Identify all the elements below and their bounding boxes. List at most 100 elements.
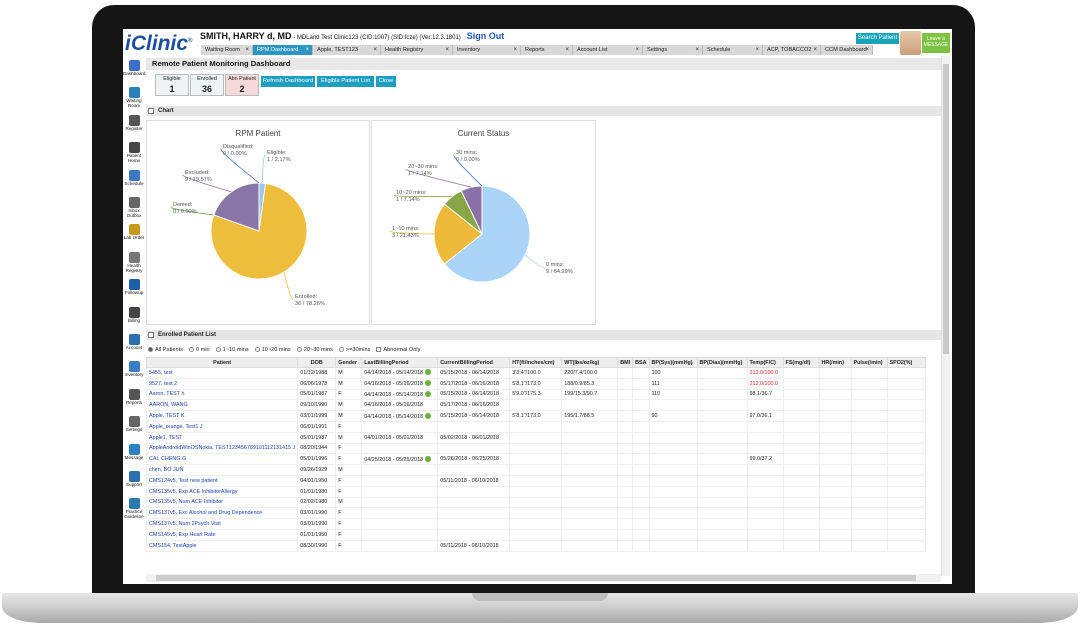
- sidebar-item-5[interactable]: Inbox Outbox: [123, 197, 145, 221]
- sidebar-item-3[interactable]: Patient Home: [123, 142, 145, 166]
- eligible-patient-list-button[interactable]: Eligible Patient List: [317, 76, 374, 87]
- patient-name-link[interactable]: CMS137v5, Exc Alcohol and Drug Dependenc…: [145, 507, 299, 520]
- tab-1[interactable]: RPM Dashboard ×: [253, 45, 313, 55]
- patient-name-link[interactable]: AARON, WANG: [145, 399, 299, 412]
- abn-patient-counter[interactable]: Abn Patient 2: [225, 74, 259, 96]
- patient-name-link[interactable]: chen, BO JUN: [145, 464, 299, 476]
- filter-option-2[interactable]: 1~10 mins: [215, 347, 249, 353]
- close-tab-icon[interactable]: ×: [305, 47, 309, 53]
- leave-message-button[interactable]: Leave a MESSAGE: [922, 33, 950, 53]
- patient-name-link[interactable]: 5455, test: [145, 367, 299, 379]
- sidebar-item-6[interactable]: Lab Order: [123, 224, 145, 248]
- column-header[interactable]: BP(Sys)(mmHg): [648, 357, 698, 368]
- scroll-thumb[interactable]: [943, 64, 949, 354]
- table-row[interactable]: chen, BO JUN 09/26/1929 M: [145, 464, 926, 476]
- column-header[interactable]: BMI: [617, 357, 634, 368]
- column-header[interactable]: Patient: [145, 357, 299, 368]
- sidebar-item-11[interactable]: Inventory: [123, 361, 145, 385]
- table-row[interactable]: Apple, TEST K 03/01/1999 M 04/14/2018 - 05/…: [145, 410, 926, 422]
- tab-10[interactable]: CCM Dashboard ×: [821, 45, 873, 55]
- table-row[interactable]: Apple_orange, Test1 J 06/01/1991 F: [145, 420, 926, 433]
- tab-3[interactable]: Health Registry ×: [381, 45, 453, 55]
- tab-4[interactable]: Inventory ×: [453, 45, 521, 55]
- checkbox-icon[interactable]: [376, 347, 382, 352]
- patient-name-link[interactable]: CMS145v5, Exp Heart Rate: [145, 528, 299, 541]
- collapse-icon[interactable]: [148, 332, 154, 338]
- table-row[interactable]: CMS137v5, Num 2Psych Visit 03/01/1990 F: [145, 518, 926, 530]
- filter-option-3[interactable]: 10~20 mins: [254, 347, 291, 353]
- column-header[interactable]: LastBillingPeriod: [361, 357, 439, 368]
- table-row[interactable]: CMS145v5, Exp Heart Rate 01/01/1950 F: [145, 528, 926, 541]
- search-patient-button[interactable]: Search Patient: [856, 33, 899, 44]
- radio-icon[interactable]: [296, 347, 302, 352]
- tab-7[interactable]: Settings ×: [643, 45, 703, 55]
- sidebar-item-16[interactable]: Practice Guideline: [123, 498, 145, 522]
- column-header[interactable]: DOB: [297, 357, 337, 368]
- table-row[interactable]: CMS137v5, Exc Alcohol and Drug Dependenc…: [145, 507, 926, 520]
- sidebar-item-0[interactable]: Dashboard: [123, 60, 145, 84]
- table-row[interactable]: 5455, test 01/12/1988 M 04/14/2018 - 05/14/…: [145, 367, 926, 379]
- table-row[interactable]: AppleAndroidWinOSNokia, TEST123456789101…: [145, 442, 926, 455]
- tab-9[interactable]: ACP, TOBACCO2 ×: [763, 45, 821, 55]
- tab-8[interactable]: Schedule ×: [703, 45, 763, 55]
- patient-name-link[interactable]: CMS154, TestApple: [145, 539, 299, 552]
- sidebar-item-10[interactable]: Account: [123, 334, 145, 358]
- patient-name-link[interactable]: CMS135v5, Num ACE Inhibitor: [145, 496, 299, 509]
- close-tab-icon[interactable]: ×: [865, 47, 869, 53]
- filter-option-6[interactable]: Abnormal Only: [376, 347, 420, 353]
- close-tab-icon[interactable]: ×: [695, 47, 699, 53]
- vertical-scrollbar[interactable]: [941, 56, 950, 576]
- patient-name-link[interactable]: CMS135v5, Exp ACE InhibitorAllergy: [145, 485, 299, 498]
- close-button[interactable]: Close: [376, 76, 396, 87]
- filter-option-0[interactable]: All Patients: [148, 347, 183, 353]
- radio-icon[interactable]: [215, 347, 221, 352]
- radio-icon[interactable]: [254, 347, 260, 352]
- tab-5[interactable]: Reports ×: [521, 45, 573, 55]
- radio-icon[interactable]: [188, 347, 194, 352]
- column-header[interactable]: CurrentBillingPeriod: [437, 357, 511, 368]
- patient-name-link[interactable]: CAI, CHENG G: [145, 453, 299, 466]
- column-header[interactable]: SPO2(%): [886, 357, 926, 368]
- close-tab-icon[interactable]: ×: [373, 47, 377, 53]
- column-header[interactable]: HT(ft/inches/cm): [509, 357, 563, 368]
- radio-icon[interactable]: [148, 347, 153, 352]
- column-header[interactable]: HR(/min): [818, 357, 852, 368]
- patient-name-link[interactable]: AppleAndroidWinOSNokia, TEST123456789101…: [145, 442, 299, 455]
- sign-out-link[interactable]: Sign Out: [466, 31, 505, 41]
- close-tab-icon[interactable]: ×: [813, 47, 817, 53]
- column-header[interactable]: BP(Dias)(mmHg): [696, 357, 748, 368]
- sidebar-item-9[interactable]: Billing: [123, 306, 145, 331]
- close-tab-icon[interactable]: ×: [445, 47, 449, 53]
- close-tab-icon[interactable]: ×: [755, 47, 759, 53]
- filter-option-4[interactable]: 20~30 mins: [296, 347, 333, 353]
- filter-option-1[interactable]: 0 min: [188, 347, 210, 353]
- table-row[interactable]: AARON, WANG 09/10/1990 M 04/16/2018 - 05/16…: [145, 399, 926, 412]
- sidebar-item-2[interactable]: Register: [123, 114, 145, 139]
- tab-2[interactable]: Apple, TEST123 ×: [313, 45, 381, 55]
- enrolled-counter[interactable]: Enrolled 36: [190, 74, 224, 96]
- table-row[interactable]: 9527, test 2 06/06/1978 M 04/16/2018 - 05/1…: [145, 377, 926, 390]
- radio-icon[interactable]: [338, 347, 344, 352]
- column-header[interactable]: Temp(F/C): [746, 357, 784, 368]
- collapse-icon[interactable]: [148, 108, 154, 114]
- sidebar-item-8[interactable]: Followup: [123, 279, 145, 303]
- refresh-dashboard-button[interactable]: Refresh Dashboard: [261, 76, 315, 87]
- horizontal-scrollbar[interactable]: [146, 574, 941, 582]
- column-header[interactable]: WT(lbs/oz/kg): [561, 357, 619, 368]
- sidebar-item-12[interactable]: Reports: [123, 388, 145, 413]
- patient-name-link[interactable]: Apple1, TEST: [145, 431, 299, 444]
- pie-slice[interactable]: [443, 185, 531, 283]
- close-tab-icon[interactable]: ×: [513, 47, 517, 53]
- patient-name-link[interactable]: 9527, test 2: [145, 377, 299, 390]
- chart-section-header[interactable]: Chart: [146, 106, 943, 116]
- patient-name-link[interactable]: Aaron, TEST h: [145, 388, 299, 401]
- enrolled-list-section-header[interactable]: Enrolled Patient List: [146, 330, 943, 340]
- table-row[interactable]: CMS135v5, Num ACE Inhibitor 02/02/1980 M: [145, 496, 926, 509]
- sidebar-item-13[interactable]: Settings: [123, 416, 145, 440]
- table-row[interactable]: CMS124v5, Test new patient 04/01/1950 F 05/…: [145, 474, 926, 487]
- patient-name-link[interactable]: CMS137v5, Num 2Psych Visit: [145, 518, 299, 530]
- table-row[interactable]: CMS135v5, Exp ACE InhibitorAllergy 01/01/…: [145, 485, 926, 498]
- column-header[interactable]: Gender: [335, 357, 363, 368]
- column-header[interactable]: BSA: [632, 357, 650, 368]
- close-tab-icon[interactable]: ×: [245, 47, 249, 53]
